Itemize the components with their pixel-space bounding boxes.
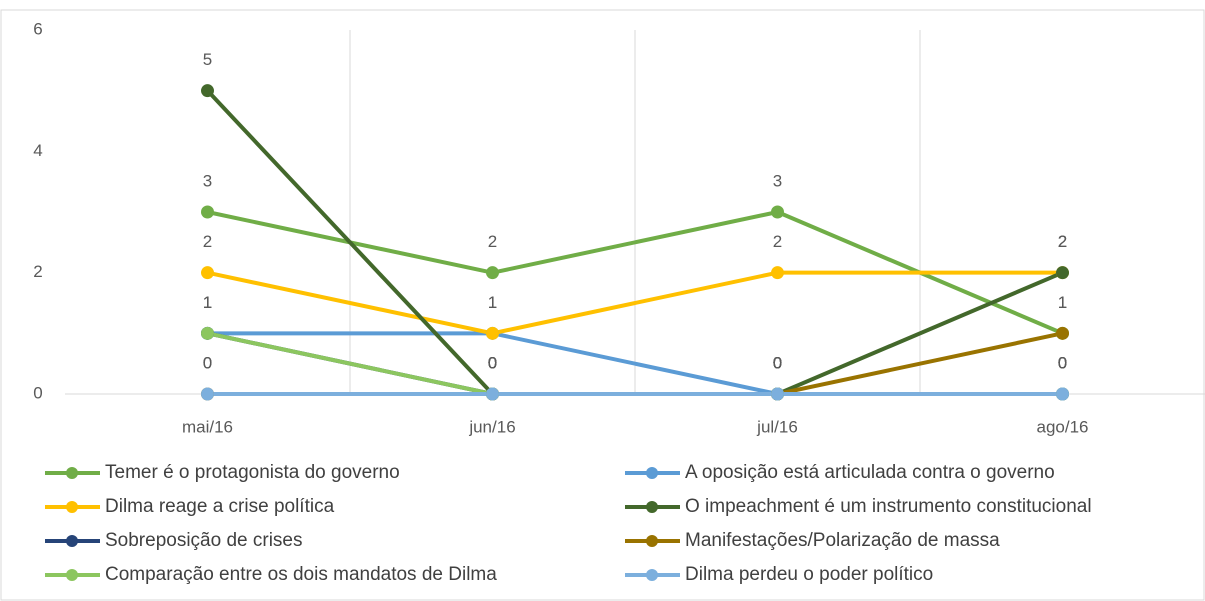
legend-marker [66, 535, 78, 547]
legend-label: Dilma perdeu o poder político [685, 564, 933, 585]
legend-marker [646, 501, 658, 513]
legend-marker [66, 569, 78, 581]
point [1056, 266, 1069, 280]
data-label: 0 [1058, 353, 1067, 372]
y-tick-label: 6 [33, 19, 42, 38]
data-label: 0 [773, 353, 782, 372]
legend-marker [66, 467, 78, 479]
legend-label: Sobreposição de crises [105, 530, 303, 551]
legend-label: Dilma reage a crise política [105, 496, 335, 517]
legend-label: O impeachment é um instrumento constituc… [685, 496, 1092, 517]
point [486, 387, 499, 401]
data-label: 1 [203, 293, 212, 312]
data-label: 1 [203, 293, 212, 312]
point [486, 266, 499, 280]
point [1056, 387, 1069, 401]
point [771, 387, 784, 401]
legend-label: Manifestações/Polarização de massa [685, 530, 1000, 551]
x-tick-label: ago/16 [1037, 417, 1089, 436]
y-tick-label: 4 [33, 141, 42, 160]
data-label: 0 [1058, 353, 1067, 372]
legend-label: Comparação entre os dois mandatos de Dil… [105, 564, 497, 585]
data-label: 2 [773, 232, 782, 251]
data-label: 0 [773, 353, 782, 372]
x-tick-label: mai/16 [182, 417, 233, 436]
point [201, 387, 214, 401]
point [486, 326, 499, 340]
data-label: 0 [488, 353, 497, 372]
data-label: 0 [773, 353, 782, 372]
data-label: 3 [203, 171, 212, 190]
data-label: 0 [773, 353, 782, 372]
x-tick-label: jun/16 [468, 417, 515, 436]
data-label: 0 [488, 353, 497, 372]
data-label: 0 [203, 353, 212, 372]
data-label: 3 [773, 171, 782, 190]
data-label: 0 [1058, 353, 1067, 372]
point [201, 205, 214, 219]
point [1056, 326, 1069, 340]
legend-label: Temer é o protagonista do governo [105, 462, 400, 483]
data-label: 1 [203, 293, 212, 312]
data-label: 2 [488, 232, 497, 251]
data-label: 0 [773, 353, 782, 372]
legend-label: A oposição está articulada contra o gove… [685, 462, 1055, 483]
data-label: 0 [488, 353, 497, 372]
legend-marker [646, 535, 658, 547]
legend-marker [646, 569, 658, 581]
data-label: 0 [1058, 353, 1067, 372]
data-label: 1 [488, 293, 497, 312]
data-label: 2 [203, 232, 212, 251]
y-tick-label: 0 [33, 383, 42, 402]
data-label: 1 [1058, 293, 1067, 312]
point [201, 266, 214, 280]
data-label: 0 [488, 353, 497, 372]
data-label: 0 [203, 353, 212, 372]
data-label: 0 [773, 353, 782, 372]
legend-marker [646, 467, 658, 479]
point [201, 84, 214, 98]
data-label: 5 [203, 50, 212, 69]
chart-frame [0, 9, 1205, 601]
series-line [207, 270, 1063, 336]
point [201, 326, 214, 340]
data-label: 2 [1058, 232, 1067, 251]
x-tick-label: jul/16 [756, 417, 798, 436]
data-label: 1 [1058, 293, 1067, 312]
point [771, 205, 784, 219]
data-label: 2 [1058, 232, 1067, 251]
data-label: 1 [488, 293, 497, 312]
legend-marker [66, 501, 78, 513]
point [771, 266, 784, 280]
data-label: 0 [488, 353, 497, 372]
y-tick-label: 2 [33, 262, 42, 281]
